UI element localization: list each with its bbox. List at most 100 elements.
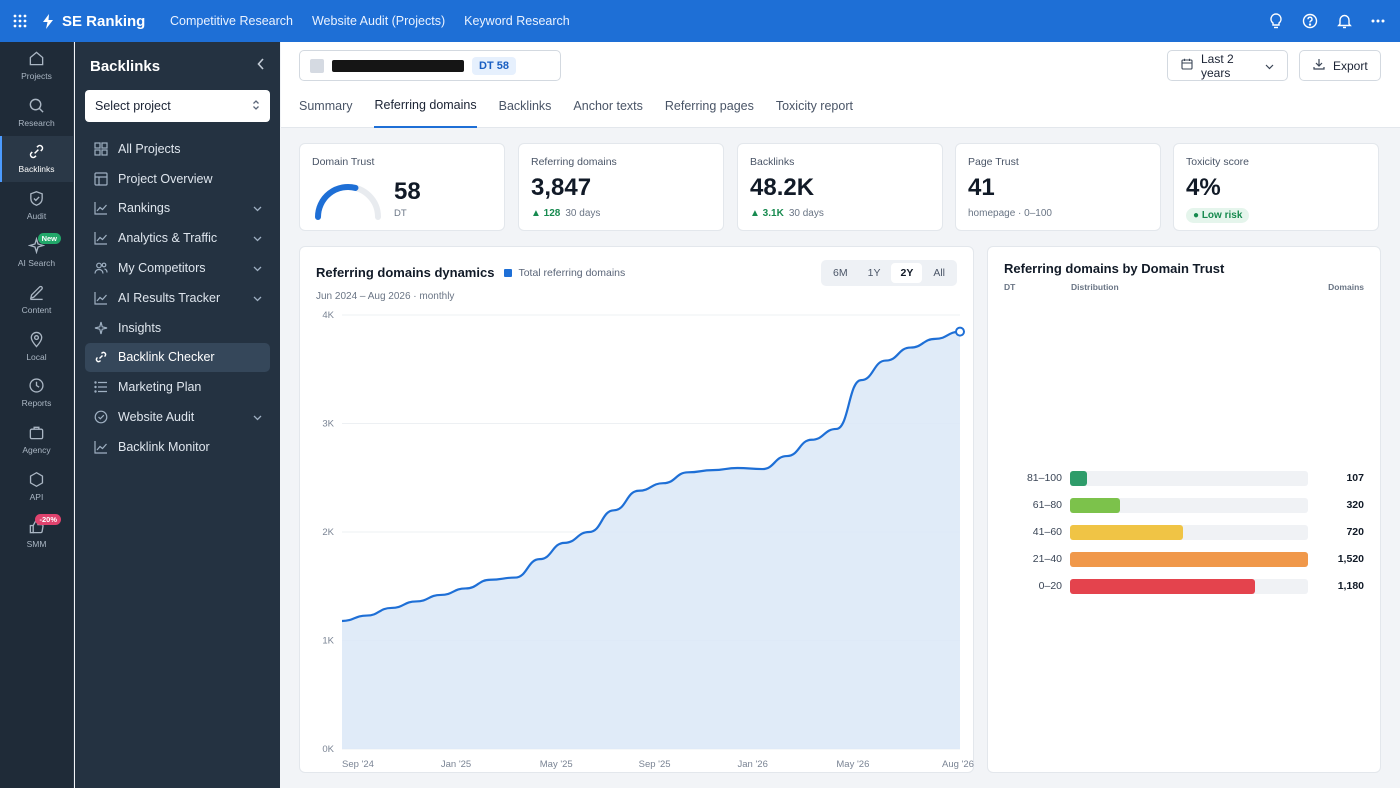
sidebar-item-marketing-plan[interactable]: Marketing Plan	[85, 372, 270, 402]
x-tick-label: May '25	[540, 759, 573, 770]
dynamics-chart: 0K 1K 2K 3K 4K Sep '24 Jan '25 May '25 Sep '25 Ja…	[322, 310, 974, 770]
chevron-down-icon	[1265, 59, 1274, 73]
range-6m[interactable]: 6M	[833, 267, 848, 279]
rail-item-projects[interactable]: Projects	[0, 42, 73, 89]
collapse-chevron-icon[interactable]	[257, 57, 265, 75]
tab-toxicity-report[interactable]: Toxicity report	[775, 99, 853, 113]
top-bar: SE Ranking Competitive Research Website …	[0, 0, 1400, 42]
sidebar-item-all-projects[interactable]: All Projects	[85, 134, 270, 164]
kpi-domain-trust: Domain Trust 58 DT	[299, 143, 505, 231]
sidebar-item-backlink-checker[interactable]: Backlink Checker	[85, 342, 270, 373]
export-button[interactable]: Export	[1299, 50, 1381, 81]
bar-track	[1070, 524, 1308, 540]
distribution-panel: Referring domains by Domain Trust DT Dis…	[987, 246, 1381, 773]
distribution-bar	[1070, 497, 1121, 513]
date-range-select[interactable]: Last 2 years	[1167, 50, 1288, 81]
date-range-label: Last 2 years	[1201, 51, 1234, 80]
sparkle-icon	[28, 237, 45, 255]
discount-badge: -20%	[35, 513, 61, 525]
x-tick-label: Jan '25	[441, 759, 471, 770]
chart-icon	[93, 439, 108, 454]
x-tick-label: May '26	[836, 759, 869, 770]
chevron-down-icon	[253, 201, 262, 215]
nav-competitive-research[interactable]: Competitive Research	[170, 14, 293, 28]
rail-item-research[interactable]: Research	[0, 89, 73, 136]
dt-range-label: 0–20	[1038, 580, 1062, 592]
bell-icon[interactable]	[1336, 13, 1352, 29]
dynamics-subtitle: Jun 2024 – Aug 2026 · monthly	[316, 291, 455, 302]
rail-item-ai-search[interactable]: AI Search New	[0, 229, 73, 276]
y-tick-label: 0K	[322, 744, 334, 755]
rail-item-agency[interactable]: Agency	[0, 416, 73, 463]
range-2y[interactable]: 2Y	[891, 263, 923, 283]
nav-website-audit[interactable]: Website Audit (Projects)	[311, 14, 446, 28]
more-icon[interactable]	[1370, 13, 1386, 29]
house-icon	[29, 51, 44, 66]
dt-range-label: 61–80	[1032, 499, 1062, 511]
sidebar-title: Backlinks	[90, 57, 161, 75]
nav-keyword-research[interactable]: Keyword Research	[464, 14, 570, 28]
range-1y[interactable]: 1Y	[867, 267, 881, 279]
select-project-dropdown[interactable]: Select project	[85, 90, 270, 122]
tab-referring-pages[interactable]: Referring pages	[664, 99, 754, 113]
sidebar-item-ai-results-tracker[interactable]: AI Results Tracker	[85, 283, 270, 313]
apps-grid-icon[interactable]	[0, 0, 40, 42]
domain-count: 720	[1346, 526, 1364, 538]
sidebar-item-rankings[interactable]: Rankings	[85, 194, 270, 224]
sidebar-item-insights[interactable]: Insights	[85, 313, 270, 343]
tab-backlinks[interactable]: Backlinks	[498, 99, 552, 113]
sidebar-item-website-audit[interactable]: Website Audit	[85, 402, 270, 432]
bar-track	[1070, 578, 1308, 594]
rail-item-backlinks[interactable]: Backlinks	[0, 135, 73, 183]
brand-name: SE Ranking	[62, 12, 146, 30]
list-icon	[93, 380, 108, 395]
rail-item-audit[interactable]: Audit	[0, 182, 73, 229]
lightbulb-icon[interactable]	[1268, 13, 1284, 29]
briefcase-icon	[29, 426, 44, 440]
layout-icon	[93, 171, 108, 186]
rail-item-local[interactable]: Local	[0, 323, 73, 370]
legend-swatch	[504, 268, 513, 277]
rail-item-content[interactable]: Content	[0, 276, 73, 323]
main-content: DT 58 Last 2 years Export Summary Referr…	[281, 42, 1400, 788]
x-tick-label: Sep '25	[639, 759, 671, 770]
tab-referring-domains[interactable]: Referring domains	[374, 94, 477, 128]
link-icon	[29, 145, 44, 159]
referring-domains-delta: ▲ 128	[531, 208, 561, 219]
sidebar-item-my-competitors[interactable]: My Competitors	[85, 253, 270, 283]
chart-icon	[93, 290, 108, 305]
rail-item-smm[interactable]: SMM -20%	[0, 510, 73, 557]
distribution-bar	[1070, 578, 1255, 594]
tab-summary[interactable]: Summary	[299, 99, 353, 113]
sidebar-item-backlink-monitor[interactable]: Backlink Monitor	[85, 432, 270, 462]
chart-icon	[93, 201, 108, 216]
domain-count: 320	[1346, 499, 1364, 511]
dt-range-label: 41–60	[1032, 526, 1062, 538]
sidebar-item-project-overview[interactable]: Project Overview	[85, 164, 270, 194]
domain-search-field[interactable]: DT 58	[299, 50, 561, 81]
sidebar-item-analytics-traffic[interactable]: Analytics & Traffic	[85, 223, 270, 253]
dt-range-label: 81–100	[1026, 472, 1062, 484]
rail-item-api[interactable]: API	[0, 463, 73, 510]
distribution-row: 41–60 720	[1004, 524, 1364, 540]
col-dt: DT	[1004, 282, 1016, 292]
bar-track	[1070, 470, 1308, 486]
kpi-referring-domains: Referring domains 3,847 ▲ 128 30 days	[518, 143, 724, 231]
search-icon	[29, 98, 44, 113]
kpi-toxicity-score: Toxicity score 4% ● Low risk	[1173, 143, 1379, 231]
check-circle-icon	[93, 410, 108, 425]
distribution-row: 0–20 1,180	[1004, 578, 1364, 594]
brand-logo[interactable]: SE Ranking	[42, 13, 170, 30]
chart-icon	[93, 231, 108, 246]
y-tick-label: 2K	[322, 527, 334, 538]
x-tick-label: Aug '26	[942, 759, 974, 770]
select-project-label: Select project	[95, 99, 171, 113]
tab-anchor-texts[interactable]: Anchor texts	[573, 99, 643, 113]
distribution-row: 61–80 320	[1004, 497, 1364, 513]
redacted-domain	[332, 59, 464, 72]
help-icon[interactable]	[1302, 13, 1318, 29]
range-toggle: 6M 1Y 2Y All	[821, 260, 957, 286]
distribution-bar	[1070, 470, 1087, 486]
range-all[interactable]: All	[933, 267, 945, 279]
rail-item-reports[interactable]: Reports	[0, 370, 73, 417]
